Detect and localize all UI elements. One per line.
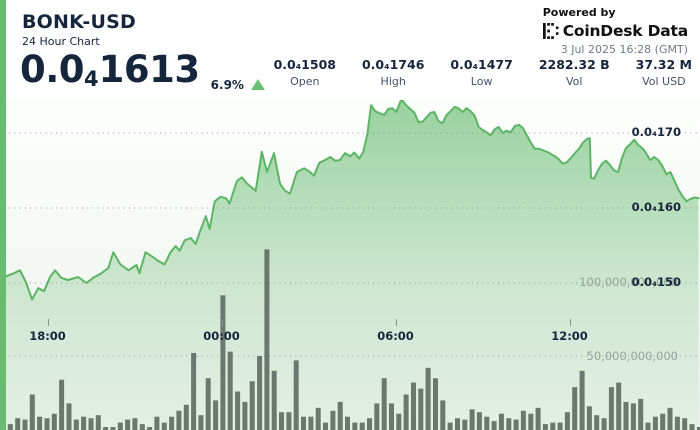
attribution: Powered by CoinDesk Data 3 Jul 2025 16:2… — [542, 6, 688, 56]
current-price-row: 0.041613 6.9% — [20, 50, 265, 99]
stat-vol-value: 2282.32 B — [538, 57, 610, 72]
stat-vol-usd-label: Vol USD — [642, 75, 686, 88]
stat-high-label: High — [380, 75, 406, 88]
left-accent-bar — [0, 0, 6, 430]
stat-open-value: 0.0₄1508 — [273, 57, 336, 72]
stats-row: 0.0₄1508 Open 0.0₄1746 High 0.0₄1477 Low… — [274, 57, 692, 88]
stat-high: 0.0₄1746 High — [362, 57, 424, 88]
price-zero-count-subscript: 4 — [84, 67, 99, 91]
stat-high-value: 0.0₄1746 — [361, 57, 425, 72]
coindesk-logo-icon — [542, 23, 559, 39]
up-triangle-icon — [250, 79, 265, 90]
powered-by-label: Powered by — [542, 6, 616, 19]
chart-subtitle: 24 Hour Chart — [22, 35, 100, 48]
price-significant-digits: 1613 — [98, 48, 200, 91]
brand-name: CoinDesk Data — [562, 22, 688, 40]
stat-low: 0.0₄1477 Low — [450, 57, 512, 88]
page-title: BONK-USD — [22, 11, 136, 33]
stat-low-value: 0.0₄1477 — [450, 57, 513, 72]
stat-vol-usd: 37.32 M Vol USD — [636, 57, 692, 88]
header: BONK-USD 24 Hour Chart 0.041613 6.9% Pow… — [0, 0, 700, 100]
brand-row: CoinDesk Data — [542, 22, 688, 40]
stat-vol: 2282.32 B Vol — [539, 57, 610, 88]
stat-vol-label: Vol — [566, 75, 583, 88]
stat-open: 0.0₄1508 Open — [274, 57, 336, 88]
stat-vol-usd-value: 37.32 M — [635, 57, 692, 72]
stat-low-label: Low — [470, 75, 493, 88]
timestamp: 3 Jul 2025 16:28 (GMT) — [560, 43, 688, 56]
stat-open-label: Open — [290, 75, 320, 88]
price-integer-part: 0.0 — [20, 48, 85, 91]
price-change-percent: 6.9% — [210, 78, 244, 92]
current-price: 0.041613 — [20, 50, 200, 99]
